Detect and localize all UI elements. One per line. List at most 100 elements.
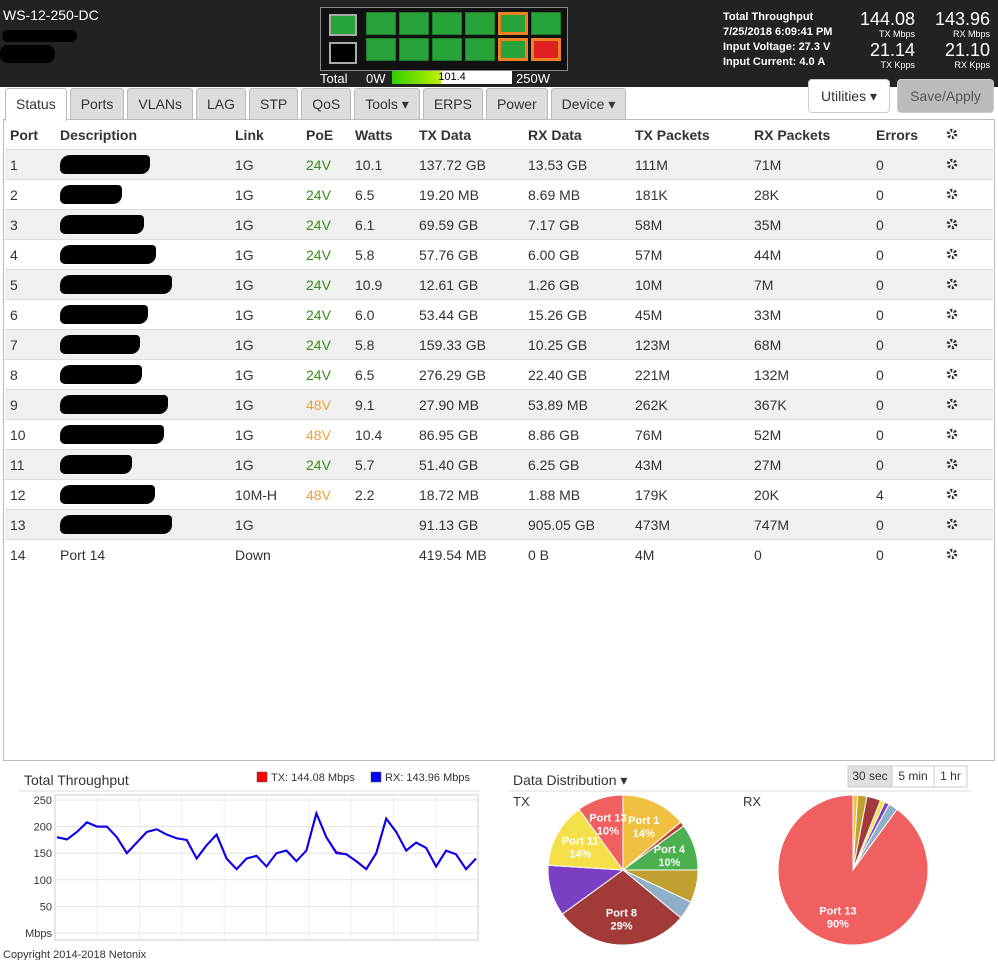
table-cell: 1.88 MB [523,479,630,510]
redaction [60,455,132,474]
table-cell: 221M [630,359,749,390]
table-cell: 6 [5,299,55,330]
port-icon[interactable] [399,38,429,61]
table-cell: 69.59 GB [414,209,523,240]
gear[interactable] [946,458,958,470]
gear-icon[interactable] [946,127,958,143]
port-icon[interactable] [465,38,495,61]
gear-icon[interactable] [946,487,958,503]
table-cell: 0 [871,359,941,390]
slice-name: Port 13 [589,813,626,825]
slice-value: 10% [597,826,619,838]
slice-label: Port 11 14% [562,836,599,861]
gear[interactable] [946,218,958,230]
gear-icon[interactable] [946,547,958,563]
table-row: 5 1G 24V 10.9 12.61 GB 1.26 GB 10M 7M 0 [5,269,993,300]
port-icon[interactable] [531,38,561,61]
table-cell: 24V [301,269,350,300]
gear-icon[interactable] [946,157,958,173]
tab[interactable]: Device ▾ [550,88,627,119]
table-cell: 48V [301,419,350,450]
gear[interactable] [946,338,958,350]
table-cell [941,509,993,540]
range-label[interactable]: 5 min [898,769,927,783]
gear-icon[interactable] [946,427,958,443]
gear-icon[interactable] [946,187,958,203]
table-cell [55,479,230,510]
gear-icon[interactable] [946,367,958,383]
tab[interactable]: Status [5,88,67,121]
table-cell: 0 [871,179,941,210]
gear-icon[interactable] [946,397,958,413]
table-cell: 0 [871,299,941,330]
gear[interactable] [946,278,958,290]
table-cell: 24V [301,239,350,270]
gear[interactable] [946,518,958,530]
port-icon[interactable] [498,38,528,61]
gear[interactable] [946,428,958,440]
tab[interactable]: QoS [301,88,352,119]
tab[interactable]: VLANs [127,88,193,119]
gear-icon[interactable] [946,337,958,353]
table-cell: 2.2 [350,479,414,510]
tab[interactable]: ERPS [422,88,483,119]
gear[interactable] [946,488,958,500]
table-cell: 44M [749,239,871,270]
table-cell: 0 [871,269,941,300]
gear[interactable] [946,308,958,320]
table-cell: 15.26 GB [523,299,630,330]
header: WS-12-250-DC Total 0W 101.4 250W Total T… [0,0,998,87]
range-button[interactable] [933,765,968,788]
table-cell: 123M [630,329,749,360]
port-icon[interactable] [498,12,528,35]
stat-value: 143.96 [934,9,990,29]
table-cell [941,419,993,450]
gear[interactable] [946,398,958,410]
gear[interactable] [946,158,958,170]
stat-unit: TX Mbps [878,29,915,39]
table-cell: 0 [871,239,941,270]
table-cell: 53.44 GB [414,299,523,330]
table-cell: 3 [5,209,55,240]
table-body: 1 1G 24V 10.1 137.72 GB 13.53 GB 111M 71M 0 2 1G 24… [5,149,993,569]
distribution-title[interactable]: Data Distribution ▾ [513,772,627,788]
port-icon[interactable] [531,12,561,35]
tab[interactable]: LAG [195,88,246,119]
gear-icon[interactable] [946,277,958,293]
gear-icon[interactable] [946,517,958,533]
gear-icon[interactable] [946,307,958,323]
tab[interactable]: Power [485,88,548,119]
save-button[interactable]: Save/Apply [897,79,994,113]
port-icon[interactable] [366,12,396,35]
port-icon[interactable] [432,12,462,35]
gear[interactable] [946,128,958,140]
table-row: 13 1G 91.13 GB 905.05 GB 473M 747M 0 [5,509,993,540]
gear[interactable] [946,248,958,260]
tab[interactable]: Ports [69,88,125,119]
table-cell: 6.5 [350,359,414,390]
info-text: Input Voltage: 27.3 V [723,41,831,53]
table-cell: 22.40 GB [523,359,630,390]
range-label[interactable]: 30 sec [852,769,887,783]
port-icon[interactable] [366,38,396,61]
table-cell: 1G [230,179,301,210]
gear[interactable] [946,548,958,560]
port-panel [320,7,568,71]
range-label[interactable]: 1 hr [940,769,961,783]
gear-icon[interactable] [946,217,958,233]
gear-icon[interactable] [946,247,958,263]
port-icon[interactable] [399,12,429,35]
gear[interactable] [946,368,958,380]
table-cell: 276.29 GB [414,359,523,390]
tab[interactable]: Tools ▾ [354,88,420,119]
table-cell: 6.00 GB [523,239,630,270]
port-icon[interactable] [432,38,462,61]
table-cell: 181K [630,179,749,210]
gear[interactable] [946,188,958,200]
utilities-button[interactable]: Utilities ▾ [808,79,890,113]
gear-icon[interactable] [946,457,958,473]
port-icon[interactable] [465,12,495,35]
table-cell [301,509,350,540]
tab[interactable]: STP [248,88,299,119]
table-cell: 57.76 GB [414,239,523,270]
